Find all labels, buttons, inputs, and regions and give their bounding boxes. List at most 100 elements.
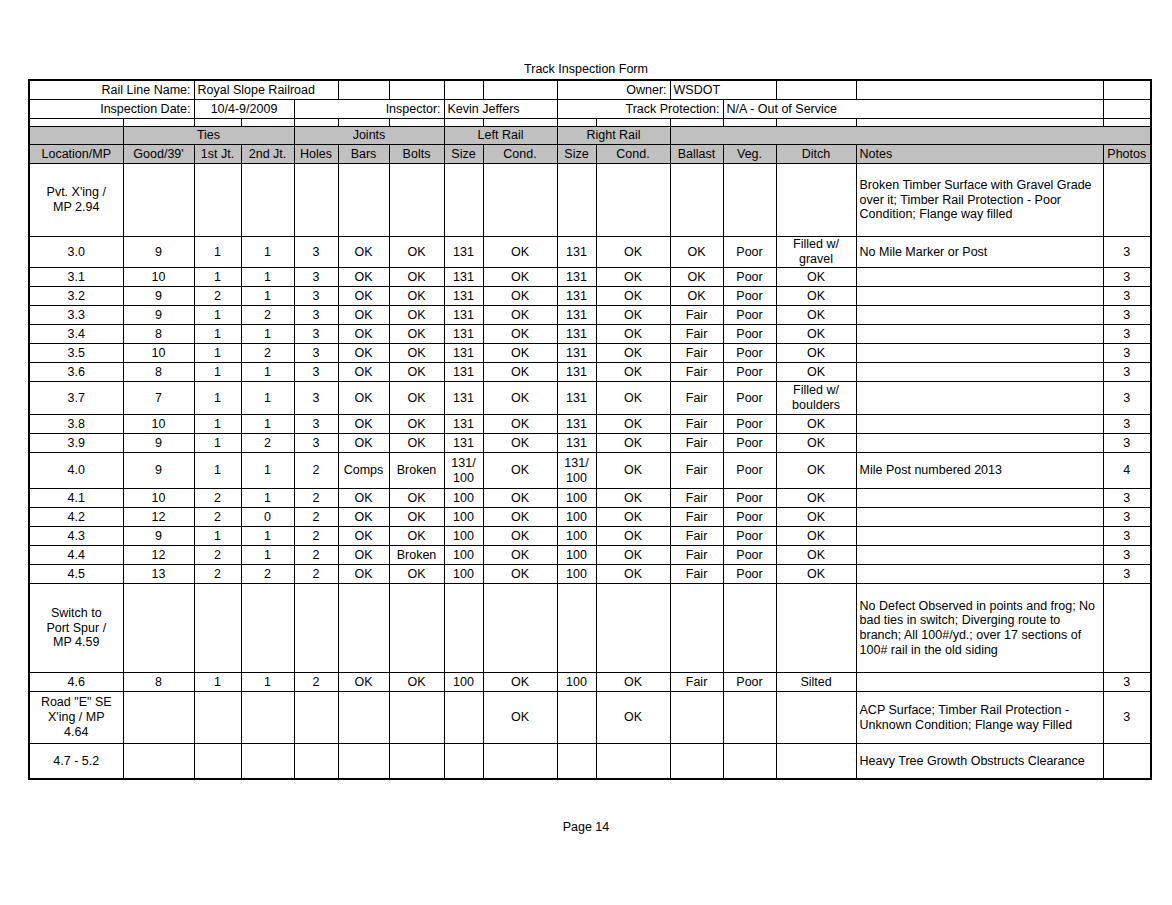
column-header-notes: Notes <box>856 145 1103 164</box>
cell-1st-jt: 1 <box>194 306 241 325</box>
empty-cell <box>444 119 483 127</box>
cell-photos: 3 <box>1103 363 1151 382</box>
spacer-row <box>29 119 1151 127</box>
empty-cell <box>444 80 483 100</box>
page-number: Page 14 <box>0 820 1172 834</box>
inspection-date-label: Inspection Date: <box>29 100 194 119</box>
cell-1st-jt: 1 <box>194 673 241 692</box>
cell-holes <box>294 744 338 780</box>
cell-holes: 3 <box>294 344 338 363</box>
cell-bolts: OK <box>389 306 444 325</box>
cell-1st-jt: 1 <box>194 363 241 382</box>
table-row: 3.810113OKOK131OK131OKFairPoorOK3 <box>29 415 1151 434</box>
cell-good-39: 8 <box>123 363 194 382</box>
cell-bars: OK <box>338 565 389 584</box>
cell-location: 3.5 <box>29 344 123 363</box>
cell-ballast: Fair <box>670 453 723 489</box>
empty-cell <box>294 119 338 127</box>
cell-notes <box>856 527 1103 546</box>
cell-ditch <box>776 164 856 237</box>
cell-bolts: Broken <box>389 546 444 565</box>
cell-location: 3.2 <box>29 287 123 306</box>
cell-right-size: 131 <box>557 268 596 287</box>
cell-photos: 3 <box>1103 527 1151 546</box>
cell-ballast: OK <box>670 268 723 287</box>
cell-holes: 3 <box>294 306 338 325</box>
cell-left-cond: OK <box>483 382 557 415</box>
cell-left-cond: OK <box>483 673 557 692</box>
cell-bars: OK <box>338 489 389 508</box>
cell-good-39 <box>123 692 194 744</box>
cell-left-cond <box>483 164 557 237</box>
cell-ballast: Fair <box>670 508 723 527</box>
cell-right-cond: OK <box>596 453 670 489</box>
column-header-bars: Bars <box>338 145 389 164</box>
empty-cell <box>29 119 123 127</box>
cell-notes <box>856 287 1103 306</box>
cell-bolts: OK <box>389 489 444 508</box>
cell-notes <box>856 673 1103 692</box>
rail-line-value: Royal Slope Railroad <box>194 80 338 100</box>
cell-location: 3.4 <box>29 325 123 344</box>
cell-bars: OK <box>338 268 389 287</box>
cell-left-size: 100 <box>444 527 483 546</box>
empty-cell <box>389 80 444 100</box>
cell-location: 4.2 <box>29 508 123 527</box>
cell-2nd-jt: 0 <box>241 508 294 527</box>
table-row: 3.68113OKOK131OK131OKFairPoorOK3 <box>29 363 1151 382</box>
cell-1st-jt <box>194 164 241 237</box>
empty-cell <box>1103 119 1151 127</box>
cell-right-size <box>557 584 596 673</box>
table-row: 3.29213OKOK131OK131OKOKPoorOK3 <box>29 287 1151 306</box>
cell-veg: Poor <box>723 268 776 287</box>
cell-right-size: 131 <box>557 306 596 325</box>
cell-good-39: 8 <box>123 673 194 692</box>
cell-location: 4.7 - 5.2 <box>29 744 123 780</box>
cell-bars <box>338 692 389 744</box>
table-row: 4.513222OKOK100OK100OKFairPoorOK3 <box>29 565 1151 584</box>
empty-cell <box>241 119 294 127</box>
cell-holes: 2 <box>294 527 338 546</box>
cell-left-cond: OK <box>483 325 557 344</box>
inspector-value: Kevin Jeffers <box>444 100 557 119</box>
table-row: 4.09112CompsBroken131/ 100OK131/ 100OKFa… <box>29 453 1151 489</box>
cell-left-cond: OK <box>483 237 557 268</box>
cell-2nd-jt: 2 <box>241 306 294 325</box>
cell-holes <box>294 584 338 673</box>
cell-photos: 3 <box>1103 673 1151 692</box>
rail-line-label: Rail Line Name: <box>29 80 194 100</box>
cell-notes: No Mile Marker or Post <box>856 237 1103 268</box>
cell-ditch <box>776 744 856 780</box>
cell-2nd-jt: 2 <box>241 344 294 363</box>
cell-bolts <box>389 692 444 744</box>
cell-good-39: 9 <box>123 453 194 489</box>
cell-2nd-jt: 1 <box>241 453 294 489</box>
cell-bars: OK <box>338 287 389 306</box>
empty-cell <box>776 80 856 100</box>
cell-left-size: 131 <box>444 325 483 344</box>
cell-holes: 3 <box>294 434 338 453</box>
cell-bolts: OK <box>389 363 444 382</box>
cell-right-cond: OK <box>596 237 670 268</box>
cell-notes: ACP Surface; Timber Rail Protection - Un… <box>856 692 1103 744</box>
cell-right-size <box>557 744 596 780</box>
cell-veg: Poor <box>723 344 776 363</box>
cell-right-size: 100 <box>557 489 596 508</box>
cell-bolts: OK <box>389 344 444 363</box>
cell-ditch: OK <box>776 363 856 382</box>
cell-right-cond: OK <box>596 344 670 363</box>
group-header-blank <box>670 127 1151 145</box>
cell-ditch: OK <box>776 489 856 508</box>
cell-veg: Poor <box>723 508 776 527</box>
cell-notes <box>856 325 1103 344</box>
cell-1st-jt <box>194 584 241 673</box>
cell-photos: 3 <box>1103 434 1151 453</box>
cell-left-size: 100 <box>444 489 483 508</box>
cell-left-size: 131 <box>444 268 483 287</box>
cell-left-size <box>444 744 483 780</box>
cell-right-size: 100 <box>557 565 596 584</box>
cell-left-size: 100 <box>444 673 483 692</box>
cell-veg: Poor <box>723 325 776 344</box>
cell-right-size <box>557 164 596 237</box>
cell-left-size <box>444 584 483 673</box>
